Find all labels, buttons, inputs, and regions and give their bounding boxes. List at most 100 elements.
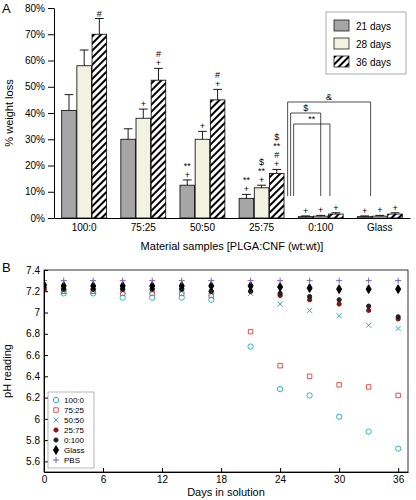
bracket-label: $ <box>303 103 308 113</box>
bar <box>329 214 344 218</box>
error-bar <box>95 19 104 35</box>
panel-label: B <box>2 260 11 275</box>
bar <box>373 216 388 218</box>
tick-label: 50:50 <box>190 222 215 233</box>
tick-mark <box>48 87 54 88</box>
tick: 60% <box>25 55 54 66</box>
bar <box>210 100 225 218</box>
legend-marker <box>54 428 58 432</box>
axis-line <box>44 271 45 473</box>
x-axis-title: Days in solution <box>187 486 265 498</box>
annotation: + <box>333 203 338 213</box>
tick-mark <box>48 113 54 114</box>
error-bar <box>213 89 222 100</box>
legend-swatch <box>334 56 349 67</box>
tick: 30 <box>334 468 346 485</box>
x-axis: 061218243036 <box>42 468 409 485</box>
legend-item: 36 days <box>334 56 391 68</box>
tick-label: 6.2 <box>26 392 40 403</box>
tick-label: 0% <box>31 213 46 224</box>
plot-area <box>44 278 401 452</box>
legend-label: 0:100 <box>64 436 85 445</box>
annotation: + <box>215 79 220 89</box>
bar <box>77 66 92 218</box>
plot-frame <box>44 270 408 472</box>
point <box>277 278 283 284</box>
legend-marker <box>53 446 58 455</box>
tick-label: 5.6 <box>26 456 40 467</box>
tick-mark <box>44 419 48 420</box>
tick-mark <box>48 218 54 219</box>
bar <box>195 139 210 218</box>
tick-label: 6 <box>34 414 40 425</box>
tick-label: 80% <box>25 3 45 14</box>
legend-marker <box>54 408 58 412</box>
tick-mark <box>48 166 54 167</box>
bracket-label: & <box>326 92 332 102</box>
legend-item: 21 days <box>334 20 391 32</box>
tick: 7 <box>34 307 48 318</box>
legend-item: 75:25 <box>54 406 85 415</box>
bar <box>357 217 372 218</box>
bar <box>151 80 166 218</box>
tick-label: 75:25 <box>131 222 156 233</box>
bracket-label: ** <box>308 114 316 124</box>
tick-label: 10% <box>25 186 45 197</box>
panel-label: A <box>2 1 11 16</box>
tick-label: 60% <box>25 55 45 66</box>
point <box>307 393 312 398</box>
tick: 80% <box>25 3 54 14</box>
tick-label: 70% <box>25 29 45 40</box>
tick-mark <box>44 461 48 462</box>
tick: 6 <box>101 468 107 485</box>
point <box>366 278 372 284</box>
tick: 6.6 <box>26 350 48 361</box>
point <box>336 414 341 419</box>
legend-label: 36 days <box>356 57 391 68</box>
bar <box>136 118 151 218</box>
bar <box>313 216 328 218</box>
point <box>61 278 67 284</box>
tick-mark <box>48 139 54 140</box>
point <box>396 285 401 294</box>
tick: 25:75 <box>249 218 274 233</box>
tick-mark <box>48 8 54 9</box>
tick: 12 <box>157 468 169 485</box>
tick: 30% <box>25 134 54 145</box>
bar <box>269 173 284 218</box>
point <box>366 385 370 389</box>
error-bar <box>154 68 163 80</box>
bracket <box>291 113 321 196</box>
tick-label: 100:0 <box>72 222 97 233</box>
tick: 40% <box>25 108 54 119</box>
tick: 100:0 <box>72 218 97 233</box>
y-axis-title: % weight loss <box>3 79 15 147</box>
error-bar <box>332 213 341 214</box>
legend-marker <box>53 457 59 463</box>
tick-mark <box>44 468 45 472</box>
point <box>337 302 341 306</box>
panel: 5.65.866.26.46.66.877.27.4061218243036pH… <box>1 260 409 498</box>
annotation: + <box>185 170 190 180</box>
point <box>337 313 342 318</box>
tick-mark <box>44 334 48 335</box>
tick: Glass <box>367 218 393 233</box>
tick: 6.2 <box>26 392 48 403</box>
legend-marker <box>54 438 58 442</box>
annotation: + <box>156 58 161 68</box>
legend-label: PBS <box>64 456 80 465</box>
point <box>396 393 400 397</box>
tick-label: 36 <box>393 474 405 485</box>
x-axis-title: Material samples [PLGA:CNF (wt:wt)] <box>141 240 324 252</box>
bar <box>92 34 107 218</box>
legend-item: 28 days <box>334 38 391 50</box>
point <box>367 304 371 308</box>
y-axis: 5.65.866.26.46.66.877.27.4 <box>26 265 48 473</box>
tick-label: 30 <box>334 474 346 485</box>
annotation: + <box>274 159 279 169</box>
y-axis-title: pH reading <box>1 344 13 398</box>
error-bar <box>65 95 74 111</box>
bar <box>388 214 403 218</box>
point <box>366 285 371 294</box>
tick-label: 5.8 <box>26 435 40 446</box>
